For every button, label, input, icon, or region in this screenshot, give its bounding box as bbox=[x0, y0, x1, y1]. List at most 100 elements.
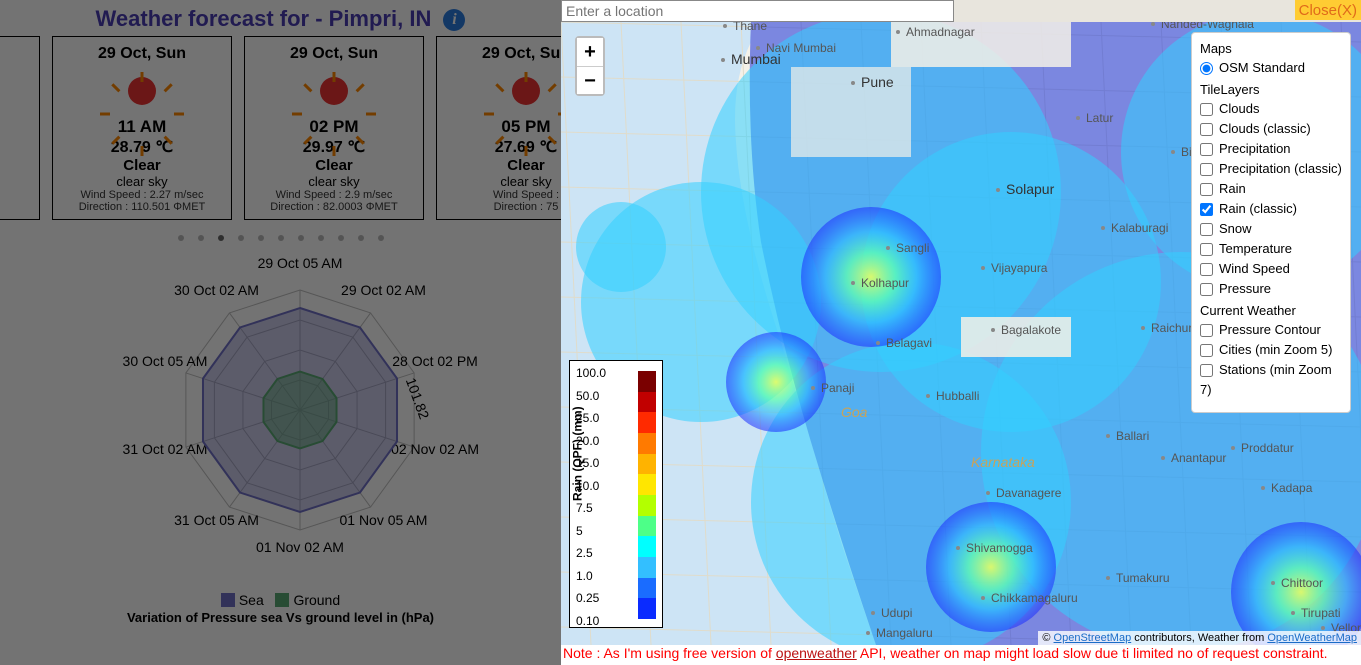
info-icon[interactable]: i bbox=[443, 9, 465, 31]
layer-option[interactable]: Cities (min Zoom 5) bbox=[1200, 340, 1342, 360]
svg-text:Kalaburagi: Kalaburagi bbox=[1111, 221, 1168, 235]
dot[interactable] bbox=[378, 235, 384, 241]
layer-checkbox[interactable] bbox=[1200, 324, 1213, 337]
zoom-out-button[interactable]: − bbox=[577, 66, 603, 94]
dot[interactable] bbox=[198, 235, 204, 241]
legend-color bbox=[638, 578, 656, 599]
layer-option[interactable]: OSM Standard bbox=[1200, 58, 1342, 78]
layer-option[interactable]: Rain bbox=[1200, 179, 1342, 199]
legend-tick: 0.25 bbox=[576, 592, 606, 615]
dot[interactable] bbox=[358, 235, 364, 241]
dot[interactable] bbox=[298, 235, 304, 241]
svg-text:31 Oct 05 AM: 31 Oct 05 AM bbox=[174, 512, 259, 528]
card-date: 29 Oct, Sun bbox=[249, 45, 419, 63]
legend-swatch-sea bbox=[221, 593, 235, 607]
layer-option[interactable]: Pressure Contour bbox=[1200, 320, 1342, 340]
zoom-in-button[interactable]: + bbox=[577, 38, 603, 66]
layer-option[interactable]: Clouds bbox=[1200, 99, 1342, 119]
dot[interactable] bbox=[218, 235, 224, 241]
svg-text:Anantapur: Anantapur bbox=[1171, 451, 1226, 465]
svg-text:01 Nov 05 AM: 01 Nov 05 AM bbox=[339, 512, 427, 528]
location-input[interactable] bbox=[561, 0, 954, 22]
forecast-card[interactable]: 29 Oct, Sun 02 PM 29.97 ℃ Clear clear sk… bbox=[244, 36, 424, 220]
svg-text:Goa: Goa bbox=[841, 404, 868, 420]
legend-tick: 2.5 bbox=[576, 547, 606, 570]
legend-tick: 0.10 bbox=[576, 615, 606, 638]
layer-checkbox[interactable] bbox=[1200, 163, 1213, 176]
layer-option[interactable]: Wind Speed bbox=[1200, 259, 1342, 279]
map[interactable]: ThaneNavi MumbaiMumbaiAhmadnagarNanded-W… bbox=[561, 22, 1361, 645]
dot[interactable] bbox=[238, 235, 244, 241]
layer-option[interactable]: Snow bbox=[1200, 219, 1342, 239]
legend-swatch-ground bbox=[275, 593, 289, 607]
osm-link[interactable]: OpenStreetMap bbox=[1054, 632, 1132, 644]
layer-checkbox[interactable] bbox=[1200, 103, 1213, 116]
forecast-card[interactable]: 29 Oct, Sun 05 PM 27.69 ℃ Clear clear sk… bbox=[436, 36, 561, 220]
dot[interactable] bbox=[278, 235, 284, 241]
layer-option[interactable]: Stations (min Zoom 7) bbox=[1200, 360, 1342, 400]
layer-checkbox[interactable] bbox=[1200, 62, 1213, 75]
layer-option[interactable]: Rain (classic) bbox=[1200, 199, 1342, 219]
svg-text:Tumakuru: Tumakuru bbox=[1116, 571, 1170, 585]
card-subcondition: sky bbox=[0, 174, 35, 189]
svg-text:02 Nov 02 AM: 02 Nov 02 AM bbox=[391, 441, 479, 457]
card-date: Sun bbox=[0, 45, 35, 63]
radar-caption: Variation of Pressure sea Vs ground leve… bbox=[0, 610, 561, 625]
layer-checkbox[interactable] bbox=[1200, 223, 1213, 236]
card-subcondition: clear sky bbox=[249, 174, 419, 189]
dot[interactable] bbox=[258, 235, 264, 241]
forecast-card[interactable]: 29 Oct, Sun 11 AM 28.79 ℃ Clear clear sk… bbox=[52, 36, 232, 220]
svg-text:Proddatur: Proddatur bbox=[1241, 441, 1294, 455]
layer-checkbox[interactable] bbox=[1200, 364, 1213, 377]
legend-color bbox=[638, 495, 656, 516]
forecast-cards: Sun M ℃ r sky 2.22 m/sec 0061 ΦMET 29 Oct… bbox=[0, 36, 561, 220]
svg-text:Tirupati: Tirupati bbox=[1301, 606, 1341, 620]
svg-text:Panaji: Panaji bbox=[821, 381, 854, 395]
svg-text:Solapur: Solapur bbox=[1006, 181, 1055, 197]
layer-option[interactable]: Pressure bbox=[1200, 279, 1342, 299]
map-attribution: © OpenStreetMap contributors, Weather fr… bbox=[1038, 631, 1361, 645]
svg-text:Bagalakote: Bagalakote bbox=[1001, 323, 1061, 337]
legend-tick: 100.0 bbox=[576, 367, 606, 390]
layer-checkbox[interactable] bbox=[1200, 344, 1213, 357]
card-date: 29 Oct, Sun bbox=[57, 45, 227, 63]
forecast-card[interactable]: Sun M ℃ r sky 2.22 m/sec 0061 ΦMET bbox=[0, 36, 40, 220]
svg-text:Hubballi: Hubballi bbox=[936, 389, 979, 403]
owm-link[interactable]: OpenWeatherMap bbox=[1267, 632, 1357, 644]
svg-text:30 Oct 05 AM: 30 Oct 05 AM bbox=[123, 353, 208, 369]
card-direction: Direction : 110.501 ΦMET bbox=[57, 201, 227, 213]
legend-color bbox=[638, 433, 656, 454]
layer-option[interactable]: Temperature bbox=[1200, 239, 1342, 259]
svg-text:28 Oct 02 PM: 28 Oct 02 PM bbox=[392, 353, 478, 369]
layer-checkbox[interactable] bbox=[1200, 283, 1213, 296]
card-subcondition: clear sky bbox=[57, 174, 227, 189]
layer-checkbox[interactable] bbox=[1200, 203, 1213, 216]
close-button[interactable]: Close(X) bbox=[1295, 0, 1361, 20]
layer-panel: Maps OSM Standard TileLayers CloudsCloud… bbox=[1191, 32, 1351, 413]
map-panel: Close(X) ThaneNavi MumbaiMumbaiAhmadnaga… bbox=[561, 0, 1361, 645]
layer-checkbox[interactable] bbox=[1200, 123, 1213, 136]
layer-checkbox[interactable] bbox=[1200, 183, 1213, 196]
layer-option[interactable]: Clouds (classic) bbox=[1200, 119, 1342, 139]
legend-tick: 1.0 bbox=[576, 570, 606, 593]
layer-option[interactable]: Precipitation bbox=[1200, 139, 1342, 159]
layer-checkbox[interactable] bbox=[1200, 243, 1213, 256]
legend-color bbox=[638, 474, 656, 495]
carousel-dots[interactable] bbox=[0, 228, 561, 246]
dot[interactable] bbox=[178, 235, 184, 241]
layer-option[interactable]: Precipitation (classic) bbox=[1200, 159, 1342, 179]
layer-checkbox[interactable] bbox=[1200, 263, 1213, 276]
dot[interactable] bbox=[318, 235, 324, 241]
rain-legend: 100.050.025.020.015.010.07.552.51.00.250… bbox=[569, 360, 663, 628]
legend-color bbox=[638, 557, 656, 578]
card-time: M bbox=[0, 117, 35, 137]
openweather-link[interactable]: openweather bbox=[776, 645, 857, 661]
zoom-control: + − bbox=[575, 36, 605, 96]
radar-legend: Sea Ground bbox=[0, 592, 561, 608]
card-subcondition: clear sky bbox=[441, 174, 561, 189]
svg-text:Pune: Pune bbox=[861, 74, 894, 90]
legend-color bbox=[638, 412, 656, 433]
layer-checkbox[interactable] bbox=[1200, 143, 1213, 156]
svg-text:Shivamogga: Shivamogga bbox=[966, 541, 1033, 555]
dot[interactable] bbox=[338, 235, 344, 241]
